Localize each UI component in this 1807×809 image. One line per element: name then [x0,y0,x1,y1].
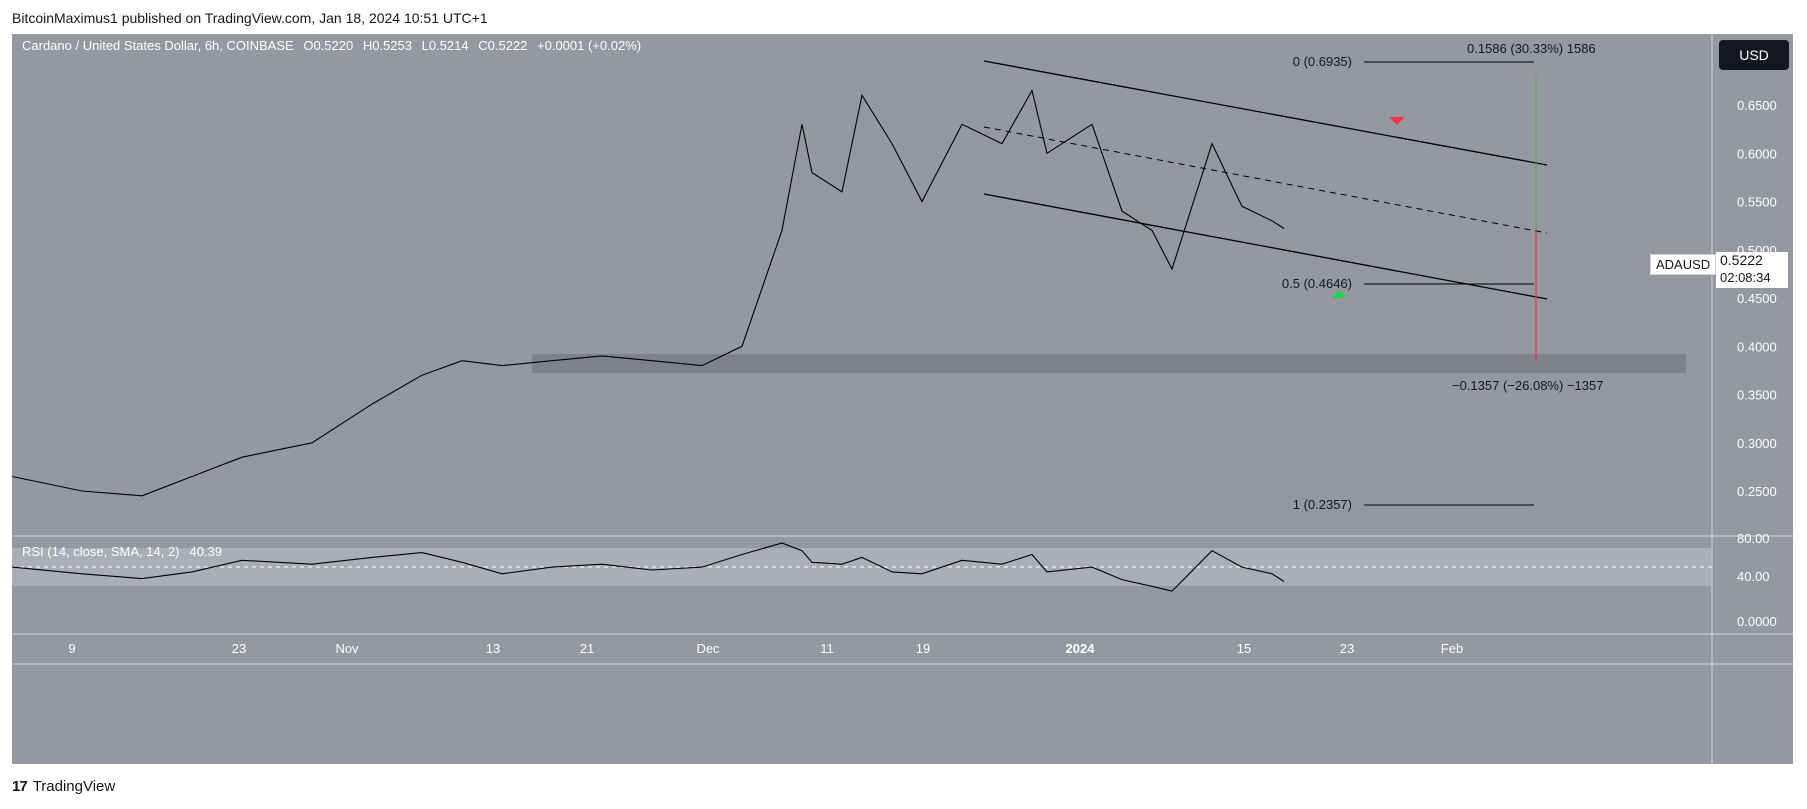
fib-0-label: 0 (0.6935) [1293,54,1352,69]
countdown: 02:08:34 [1720,270,1771,285]
price-tick-4: 0.4500 [1737,291,1777,306]
time-tick-10: 23 [1340,641,1354,656]
price-tick-7: 0.3000 [1737,436,1777,451]
rsi-series [11,542,1285,592]
time-tick-1: 23 [232,641,246,656]
last-price: 0.5222 [1720,252,1763,268]
currency-button[interactable]: USD [1719,40,1789,70]
support-zone [532,354,1686,373]
last-price-label: 0.5222 02:08:34 [1716,252,1788,288]
fib-1-label: 1 (0.2357) [1293,497,1352,512]
sell-signal-arrow [1389,117,1405,125]
tradingview-logo-icon: 17 [12,778,28,795]
channel-mid [983,126,1548,234]
time-tick-2: Nov [335,641,359,656]
rsi-legend: RSI (14, close, SMA, 14, 2) 40.39 [22,544,222,559]
price-tick-5: 0.4000 [1737,339,1777,354]
price-series [11,89,1285,497]
price-tick-6: 0.3500 [1737,388,1777,403]
time-tick-0: 9 [68,641,75,656]
rsi-tick-0: 80.00 [1737,531,1770,546]
footer-brand: TradingView [32,778,116,795]
measure-up-label: 0.1586 (30.33%) 1586 [1467,41,1596,56]
time-tick-7: 19 [916,641,930,656]
time-tick-8: 2024 [1066,641,1096,656]
rsi-tick-1: 40.00 [1737,569,1770,584]
channel-top [983,60,1548,166]
symbol-tag: ADAUSD [1650,254,1717,275]
time-tick-11: Feb [1441,641,1463,656]
publisher-line: BitcoinMaximus1 published on TradingView… [12,10,488,26]
price-tick-8: 0.2500 [1737,484,1777,499]
price-tick-2: 0.5500 [1737,195,1777,210]
chart-frame[interactable]: 0.6500 0.6000 0.5500 0.5000 0.4500 0.4000 0.35… [11,34,1793,764]
price-tick-0: 0.6500 [1737,98,1777,113]
time-tick-6: 11 [820,641,834,656]
time-tick-4: 21 [580,641,594,656]
footer: 17 TradingView [12,778,115,795]
time-tick-3: 13 [486,641,500,656]
measure-down-label: −0.1357 (−26.08%) −1357 [1452,378,1603,393]
channel-bottom [983,193,1548,300]
price-chart[interactable]: 0.65000.60000.55000.50000.45000.40000.35… [11,34,1793,764]
price-tick-1: 0.6000 [1737,146,1777,161]
rsi-tick-2: 0.0000 [1737,614,1777,629]
time-tick-5: Dec [696,641,720,656]
time-tick-9: 15 [1237,641,1251,656]
buy-signal-arrow [1331,290,1347,298]
legend-title: Cardano / United States Dollar, 6h, COIN… [22,38,641,53]
fib-05-label: 0.5 (0.4646) [1282,276,1352,291]
